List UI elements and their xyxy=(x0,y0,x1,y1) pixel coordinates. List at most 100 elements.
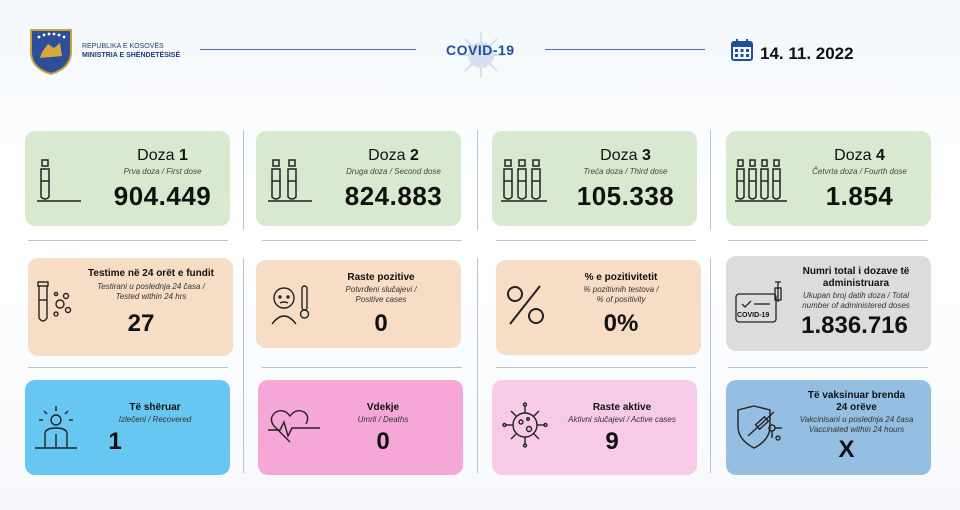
heart-rate-icon xyxy=(266,406,322,453)
total-doses-subtitle-2: number of administered doses xyxy=(802,301,910,310)
positivity-value: 0% xyxy=(603,310,639,337)
virus-active-icon xyxy=(502,402,548,453)
separator xyxy=(477,258,478,473)
deaths-title: Vdekje xyxy=(366,402,400,413)
positivity-title: % e pozitivitetit xyxy=(584,272,658,283)
dose-subtitle: Četvrta doza / Fourth dose xyxy=(812,167,907,176)
separator xyxy=(28,240,228,241)
dose-3-card: Doza 3 Treća doza / Third dose 105.338 xyxy=(492,131,697,226)
deaths-card: Vdekje Umrli / Deaths 0 xyxy=(258,380,463,475)
vial-2-icon xyxy=(266,157,316,212)
dose-number: 4 xyxy=(875,147,885,164)
recovered-card: Të shëruar Izlečeni / Recovered 1 xyxy=(25,380,230,475)
separator xyxy=(710,130,711,230)
vial-3-icon xyxy=(500,157,550,212)
shield-syringe-icon xyxy=(734,402,784,457)
dose-subtitle: Druga doza / Second dose xyxy=(346,167,441,176)
dose-number: 2 xyxy=(409,147,419,164)
positive-value: 0 xyxy=(374,310,388,337)
positivity-subtitle-2: % of positivity xyxy=(596,295,646,304)
deaths-value: 0 xyxy=(376,428,390,455)
dose-label: Doza xyxy=(834,147,872,164)
active-value: 9 xyxy=(605,428,619,455)
separator xyxy=(243,258,244,473)
positivity-card: % e pozitivitetit % pozitivnih testova /… xyxy=(496,260,701,355)
positive-subtitle-2: Positive cases xyxy=(355,295,407,304)
page-title: COVID-19 xyxy=(446,42,515,58)
dose-label: Doza xyxy=(137,147,175,164)
vaccinated-24h-card: Të vaksinuar brenda 24 orëve Vakcinisani… xyxy=(726,380,931,475)
positive-subtitle-1: Potvrđeni slučajevi / xyxy=(345,285,417,294)
active-card: Raste aktive Aktivni slučajevi / Active … xyxy=(492,380,697,475)
positive-card: Raste pozitive Potvrđeni slučajevi / Pos… xyxy=(256,260,461,348)
vaccinated-24h-subtitle-2: Vaccinated within 24 hours xyxy=(808,425,905,434)
deaths-subtitle: Umrli / Deaths xyxy=(357,415,409,424)
active-title: Raste aktive xyxy=(592,402,652,413)
dose-number: 1 xyxy=(178,147,188,164)
test-tube-icon xyxy=(34,280,74,331)
separator xyxy=(728,240,928,241)
total-doses-title-2: administruara xyxy=(822,278,890,289)
recovered-person-icon xyxy=(33,404,79,455)
separator xyxy=(262,240,462,241)
percent-icon xyxy=(504,282,548,333)
dose-label: Doza xyxy=(368,147,406,164)
dose-value: 904.449 xyxy=(113,181,212,211)
recovered-title: Të shëruar xyxy=(129,402,181,413)
report-date: 14. 11. 2022 xyxy=(760,44,854,63)
dose-value: 105.338 xyxy=(576,181,675,211)
header-divider-left xyxy=(200,49,416,50)
org-line-2: MINISTRIA E SHËNDETËSISË xyxy=(82,52,181,59)
dose-label: Doza xyxy=(600,147,638,164)
vial-1-icon xyxy=(35,157,85,212)
vaccinated-24h-subtitle-1: Vakcinisani u poslednja 24 časa xyxy=(799,415,914,424)
recovered-subtitle: Izlečeni / Recovered xyxy=(118,415,192,424)
dose-value: 1.854 xyxy=(825,181,894,211)
vaccine-card-label: COVID-19 xyxy=(737,312,770,319)
tests-title: Testime në 24 orët e fundit xyxy=(88,268,214,279)
total-doses-subtitle-1: Ukupan broj datih doza / Total xyxy=(803,291,909,300)
separator xyxy=(710,258,711,473)
calendar-icon xyxy=(730,38,754,62)
positivity-subtitle-1: % pozitivnih testova / xyxy=(583,285,659,294)
total-doses-title-1: Numri total i dozave të xyxy=(802,266,910,277)
total-doses-card: COVID-19 Numri total i dozave të adminis… xyxy=(726,256,931,351)
vaccinated-24h-value: X xyxy=(838,436,855,463)
dose-4-card: Doza 4 Četvrta doza / Fourth dose 1.854 xyxy=(726,131,931,226)
dose-title: Doza 3 xyxy=(558,147,693,165)
dose-subtitle: Treća doza / Third dose xyxy=(583,167,668,176)
separator xyxy=(477,130,478,230)
tests-subtitle-1: Testirani u poslednja 24 časa / xyxy=(97,282,205,291)
dose-number: 3 xyxy=(641,147,651,164)
separator xyxy=(496,240,696,241)
dose-subtitle: Prva doza / First dose xyxy=(123,167,202,176)
total-doses-value: 1.836.716 xyxy=(801,312,908,339)
kosovo-coat-of-arms-logo xyxy=(28,26,74,76)
tests-value: 27 xyxy=(127,310,155,337)
tests-card: Testime në 24 orët e fundit Testirani u … xyxy=(28,258,233,356)
separator xyxy=(243,130,244,230)
positive-title: Raste pozitive xyxy=(347,272,415,283)
tests-subtitle-2: Tested within 24 hrs xyxy=(115,292,187,301)
vaccinated-24h-title-1: Të vaksinuar brenda xyxy=(807,390,906,401)
dose-1-card: Doza 1 Prva doza / First dose 904.449 xyxy=(25,131,230,226)
sick-person-thermometer-icon xyxy=(266,280,312,331)
vaccinated-24h-title-2: 24 orëve xyxy=(836,402,877,413)
dose-value: 824.883 xyxy=(344,181,443,211)
dose-title: Doza 1 xyxy=(95,147,230,165)
separator xyxy=(496,367,696,368)
separator xyxy=(28,367,228,368)
vial-4-icon xyxy=(734,157,790,212)
recovered-value: 1 xyxy=(108,428,122,455)
organization-name: REPUBLIKA E KOSOVËS MINISTRIA E SHËNDETË… xyxy=(82,42,180,60)
active-subtitle: Aktivni slučajevi / Active cases xyxy=(568,415,676,424)
header-divider-right xyxy=(545,49,705,50)
org-line-1: REPUBLIKA E KOSOVËS xyxy=(82,43,164,50)
vaccine-card-icon: COVID-19 xyxy=(734,280,788,331)
dose-title: Doza 4 xyxy=(792,147,927,165)
virus-icon xyxy=(454,28,508,82)
dose-2-card: Doza 2 Druga doza / Second dose 824.883 xyxy=(256,131,461,226)
separator xyxy=(262,367,462,368)
dose-title: Doza 2 xyxy=(326,147,461,165)
separator xyxy=(728,367,928,368)
